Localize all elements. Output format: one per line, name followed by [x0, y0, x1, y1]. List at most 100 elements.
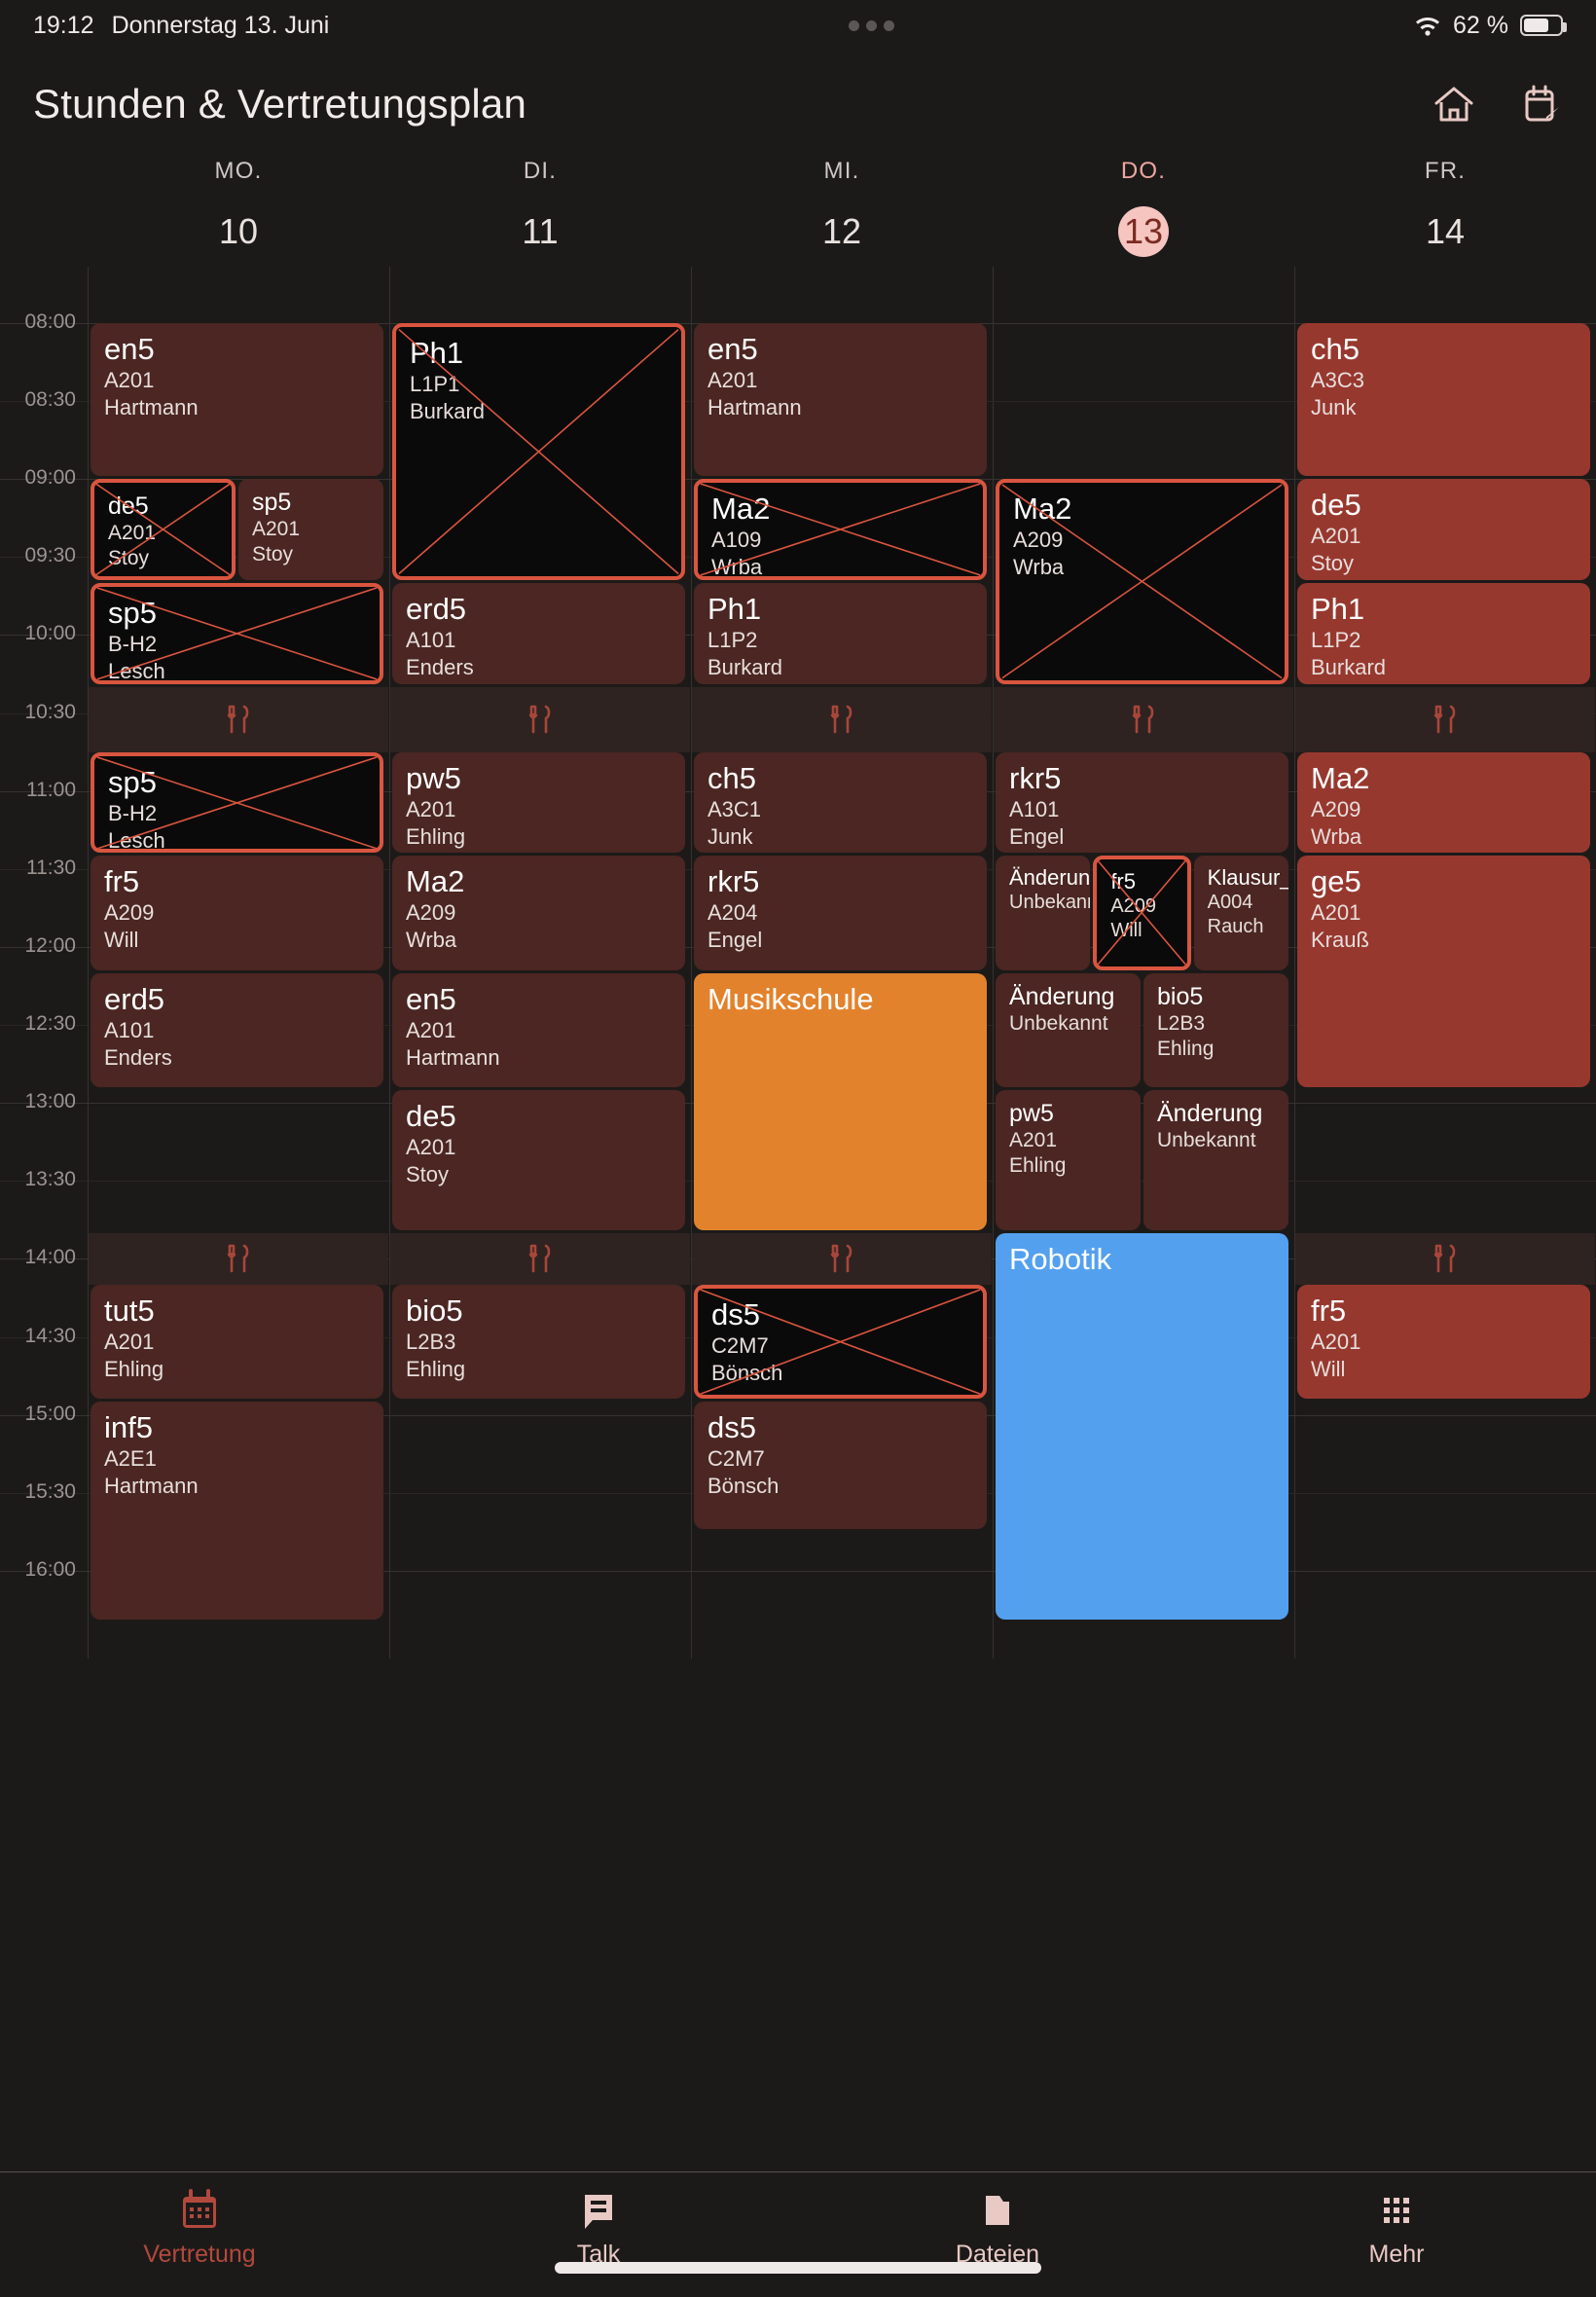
- lesson-card[interactable]: en5 A201 Hartmann: [392, 972, 685, 1087]
- lesson-subject: Ma2: [711, 492, 771, 527]
- tab-talk[interactable]: Talk: [399, 2172, 798, 2297]
- lesson-teacher: Hartmann: [406, 1044, 500, 1070]
- lesson-card[interactable]: Ma2 A209 Wrba: [996, 479, 1288, 684]
- grid-dots-icon: [1374, 2188, 1419, 2233]
- lesson-card[interactable]: ds5 C2M7 Bönsch: [694, 1402, 987, 1529]
- lesson-card[interactable]: rkr5 A101 Engel: [996, 751, 1288, 854]
- day-header-di[interactable]: DI. 11: [389, 158, 691, 257]
- lesson-subject: Ph1: [707, 592, 762, 627]
- tab-mehr[interactable]: Mehr: [1197, 2172, 1596, 2297]
- lesson-card[interactable]: Ph1 L1P1 Burkard: [392, 323, 685, 581]
- lesson-subject: ge5: [1311, 864, 1361, 899]
- lesson-subject: Änderung: [1009, 982, 1115, 1010]
- lesson-card[interactable]: Ma2 A109 Wrba: [694, 479, 987, 581]
- lesson-subject: sp5: [108, 764, 157, 799]
- lesson-card[interactable]: Ph1 L1P2 Burkard: [1297, 583, 1590, 684]
- lesson-room: L2B3: [406, 1330, 456, 1355]
- lesson-subject: Ma2: [1013, 492, 1072, 527]
- day-header-do[interactable]: DO. 13: [993, 158, 1294, 257]
- lesson-card[interactable]: Ma2 A209 Wrba: [392, 856, 685, 970]
- lesson-card[interactable]: Ph1 L1P2 Burkard: [694, 583, 987, 684]
- tab-dateien[interactable]: Dateien: [798, 2172, 1197, 2297]
- lesson-teacher: Will: [1311, 1357, 1346, 1382]
- lesson-card[interactable]: erd5 A101 Enders: [91, 972, 383, 1087]
- lesson-room: A101: [104, 1017, 155, 1042]
- lesson-card[interactable]: Klausur_11A004Rauch: [1193, 856, 1288, 970]
- lesson-card[interactable]: fr5 A201 Will: [1297, 1285, 1590, 1400]
- lesson-teacher: Bönsch: [707, 1474, 780, 1499]
- lesson-room: A209: [1311, 796, 1361, 821]
- lesson-teacher: Wrba: [711, 555, 763, 580]
- lesson-card[interactable]: en5 A201 Hartmann: [694, 323, 987, 477]
- lesson-subject: ch5: [707, 760, 756, 795]
- lesson-card[interactable]: Robotik: [996, 1232, 1288, 1621]
- day-header-mi[interactable]: MI. 12: [691, 158, 993, 257]
- lesson-card[interactable]: de5 A201 Stoy: [392, 1089, 685, 1230]
- lesson-room: Unbekannt: [1009, 892, 1090, 914]
- battery-percent: 62 %: [1453, 11, 1508, 39]
- lesson-room: B-H2: [108, 800, 158, 825]
- timetable-grid[interactable]: 08:00 08:30 09:00 09:30 10:00 10:30 11:00 11:30…: [0, 267, 1596, 1659]
- lesson-card[interactable]: fr5 A209 Will: [91, 856, 383, 970]
- tab-label: Vertretung: [143, 2241, 256, 2268]
- lesson-card[interactable]: en5 A201 Hartmann: [91, 323, 383, 477]
- lesson-room: A201: [104, 1330, 155, 1355]
- lesson-room: Unbekannt: [1157, 1128, 1256, 1151]
- tab-vertretung[interactable]: Vertretung: [0, 2172, 399, 2297]
- lesson-teacher: Ehling: [406, 1357, 466, 1382]
- home-icon[interactable]: [1433, 83, 1475, 126]
- lesson-card[interactable]: bio5 L2B3 Ehling: [1143, 972, 1288, 1087]
- lesson-teacher: Lesch: [108, 827, 165, 853]
- lesson-card[interactable]: ch5 A3C3 Junk: [1297, 323, 1590, 477]
- lesson-room: L1P2: [707, 628, 758, 653]
- lesson-teacher: Bönsch: [711, 1361, 783, 1386]
- lesson-card[interactable]: pw5 A201 Ehling: [392, 751, 685, 854]
- grid-column-divider: [993, 267, 994, 1659]
- lesson-room: Unbekannt: [1009, 1011, 1108, 1035]
- tab-bar: Vertretung Talk Dateien Mehr: [0, 2172, 1596, 2297]
- lesson-card[interactable]: pw5 A201 Ehling: [996, 1089, 1141, 1230]
- lesson-teacher: Hartmann: [104, 1474, 199, 1499]
- lesson-room: A201: [406, 1134, 456, 1159]
- lesson-card[interactable]: fr5 A209 Will: [1093, 856, 1191, 970]
- time-axis-label: 14:30: [24, 1324, 76, 1347]
- lesson-card[interactable]: de5 A201 Stoy: [91, 479, 236, 581]
- time-axis-label: 15:00: [24, 1402, 76, 1425]
- lesson-card[interactable]: rkr5 A204 Engel: [694, 856, 987, 970]
- lesson-card[interactable]: ch5 A3C1 Junk: [694, 751, 987, 854]
- lesson-card[interactable]: Ma2 A209 Wrba: [1297, 751, 1590, 854]
- lesson-card[interactable]: Musikschule: [694, 972, 987, 1230]
- calendar-edit-icon[interactable]: [1520, 83, 1563, 126]
- lesson-subject: fr5: [104, 864, 140, 899]
- cutlery-icon: [227, 1245, 249, 1273]
- lesson-card[interactable]: sp5 B-H2 Lesch: [91, 751, 383, 854]
- status-bar: 19:12 Donnerstag 13. Juni 62 %: [0, 0, 1596, 51]
- cutlery-icon: [528, 705, 551, 734]
- lesson-card[interactable]: sp5 A201 Stoy: [238, 479, 383, 581]
- lesson-room: A209: [104, 900, 155, 926]
- lesson-teacher: Rauch: [1207, 916, 1264, 938]
- lesson-subject: de5: [406, 1098, 456, 1133]
- lesson-card[interactable]: ds5 C2M7 Bönsch: [694, 1285, 987, 1400]
- lesson-card[interactable]: sp5 B-H2 Lesch: [91, 583, 383, 684]
- tab-bar-divider: [0, 2171, 1596, 2172]
- day-number-label: 10: [218, 211, 259, 251]
- time-axis-label: 15:30: [24, 1479, 76, 1503]
- lesson-room: A201: [1009, 1128, 1058, 1151]
- tab-label: Mehr: [1368, 2241, 1425, 2268]
- lesson-subject: rkr5: [707, 864, 760, 899]
- lesson-card[interactable]: de5 A201 Stoy: [1297, 479, 1590, 581]
- lesson-room: A209: [406, 900, 456, 926]
- lesson-card[interactable]: tut5 A201 Ehling: [91, 1285, 383, 1400]
- lesson-card[interactable]: bio5 L2B3 Ehling: [392, 1285, 685, 1400]
- multitask-dots-icon[interactable]: [329, 19, 1414, 31]
- day-header-mo[interactable]: MO. 10: [88, 158, 389, 257]
- lesson-teacher: Engel: [1009, 823, 1065, 849]
- lesson-card[interactable]: inf5 A2E1 Hartmann: [91, 1402, 383, 1621]
- lesson-card[interactable]: erd5 A101 Enders: [392, 583, 685, 684]
- day-header-fr[interactable]: FR. 14: [1294, 158, 1596, 257]
- lesson-card[interactable]: ge5 A201 Krauß: [1297, 856, 1590, 1087]
